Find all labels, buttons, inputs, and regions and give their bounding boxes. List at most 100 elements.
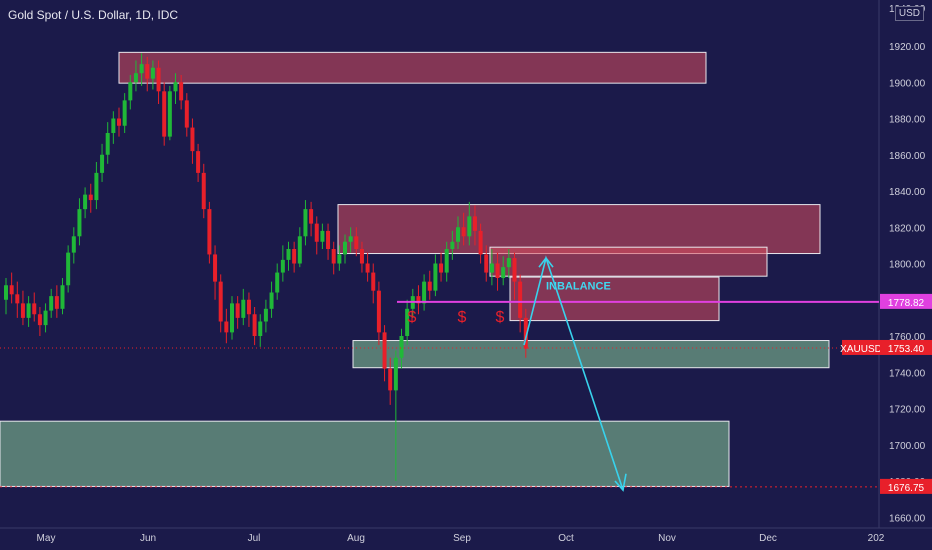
candle-body	[179, 82, 184, 101]
candle-body	[399, 336, 404, 358]
x-tick-label: May	[37, 533, 56, 544]
candle-body	[88, 194, 93, 201]
candle-body	[512, 258, 517, 282]
candle-body	[60, 285, 65, 309]
x-tick-label: Jul	[248, 533, 261, 544]
candle-body	[393, 357, 398, 391]
candle-body	[388, 368, 393, 391]
candle-body	[478, 230, 483, 255]
candle-body	[416, 296, 421, 304]
candle-body	[523, 317, 528, 349]
candle-body	[15, 294, 20, 304]
candle-body	[489, 263, 494, 273]
arrow-head-down	[614, 473, 627, 492]
candle-body	[213, 254, 218, 282]
y-tick-label: 1760.00	[889, 332, 926, 343]
candle-body	[173, 82, 178, 92]
zone-1800	[489, 246, 768, 277]
candle-body	[252, 314, 257, 336]
candle-body	[258, 321, 263, 336]
candle-body	[484, 254, 489, 273]
chart-title: Gold Spot / U.S. Dollar, 1D, IDC	[8, 8, 179, 22]
candle-body	[331, 249, 336, 264]
candle-body	[439, 263, 444, 273]
candle-body	[241, 299, 246, 318]
candle-body	[263, 308, 268, 322]
candle-body	[320, 230, 325, 242]
candle-body	[348, 236, 353, 242]
price-badge	[842, 339, 880, 355]
candle-body	[32, 303, 37, 315]
y-tick-label: 1720.00	[889, 405, 926, 416]
candle-body	[71, 236, 76, 253]
dollar-mark: $	[496, 309, 505, 326]
y-tick-label: 1660.00	[889, 513, 926, 524]
candle-body	[145, 64, 150, 79]
candle-body	[133, 73, 138, 83]
candle-body	[422, 281, 427, 304]
candle-body	[518, 281, 523, 318]
price-badge	[880, 339, 932, 355]
price-badge-text: 1778.82	[888, 298, 925, 309]
price-badge	[880, 478, 932, 494]
candle-body	[354, 236, 359, 249]
candle-body	[66, 252, 71, 286]
dollar-mark: $	[458, 309, 467, 326]
candle-body	[444, 249, 449, 273]
candle-body	[450, 241, 455, 249]
currency-button[interactable]: USD	[894, 6, 924, 21]
candle-body	[196, 151, 201, 173]
zone-1900	[118, 51, 707, 84]
x-tick-label: 202	[868, 533, 885, 544]
candle-body	[456, 227, 460, 242]
x-tick-label: Aug	[347, 533, 365, 544]
candle-body	[359, 249, 364, 264]
candle-body	[128, 82, 133, 101]
y-tick-label: 1900.00	[889, 78, 926, 89]
zone-1780	[509, 276, 720, 322]
candle-body	[495, 263, 500, 278]
price-badge-text: 1676.75	[888, 483, 925, 494]
candle-body	[26, 303, 31, 318]
candle-body	[235, 303, 240, 318]
candle-body	[303, 209, 308, 237]
y-tick-label: 1700.00	[889, 441, 926, 452]
candle-body	[314, 223, 319, 242]
candle-body	[122, 100, 127, 126]
candle-body	[472, 216, 477, 231]
candle-body	[365, 263, 370, 273]
dollar-mark: $	[408, 309, 417, 326]
zone-1750	[352, 340, 830, 369]
candle-body	[337, 254, 342, 264]
candle-body	[9, 285, 14, 295]
candle-body	[506, 258, 511, 268]
candle-body	[20, 303, 25, 318]
candle-body	[201, 172, 206, 210]
candle-body	[150, 67, 155, 79]
candle-body	[190, 127, 195, 152]
candle-body	[326, 230, 331, 249]
candle-body	[427, 281, 432, 291]
imbalance-label: INBALANCE	[546, 280, 611, 292]
candle-body	[100, 154, 105, 173]
candle-body	[77, 209, 82, 237]
candle-body	[297, 236, 302, 264]
y-tick-label: 1860.00	[889, 151, 926, 162]
candle-body	[292, 249, 297, 264]
x-tick-label: Jun	[140, 533, 156, 544]
candle-body	[162, 91, 167, 137]
candle-body	[246, 299, 251, 315]
y-tick-label: 1920.00	[889, 42, 926, 53]
price-badge	[880, 293, 932, 309]
candle-body	[43, 310, 48, 326]
y-tick-label: 1820.00	[889, 223, 926, 234]
candle-body	[382, 332, 387, 369]
candle-body	[37, 314, 42, 326]
candle-body	[184, 100, 189, 128]
price-badge-text: 1753.40	[888, 344, 925, 355]
y-tick-label: 1740.00	[889, 368, 926, 379]
x-tick-label: Nov	[658, 533, 676, 544]
candle-body	[207, 209, 212, 255]
